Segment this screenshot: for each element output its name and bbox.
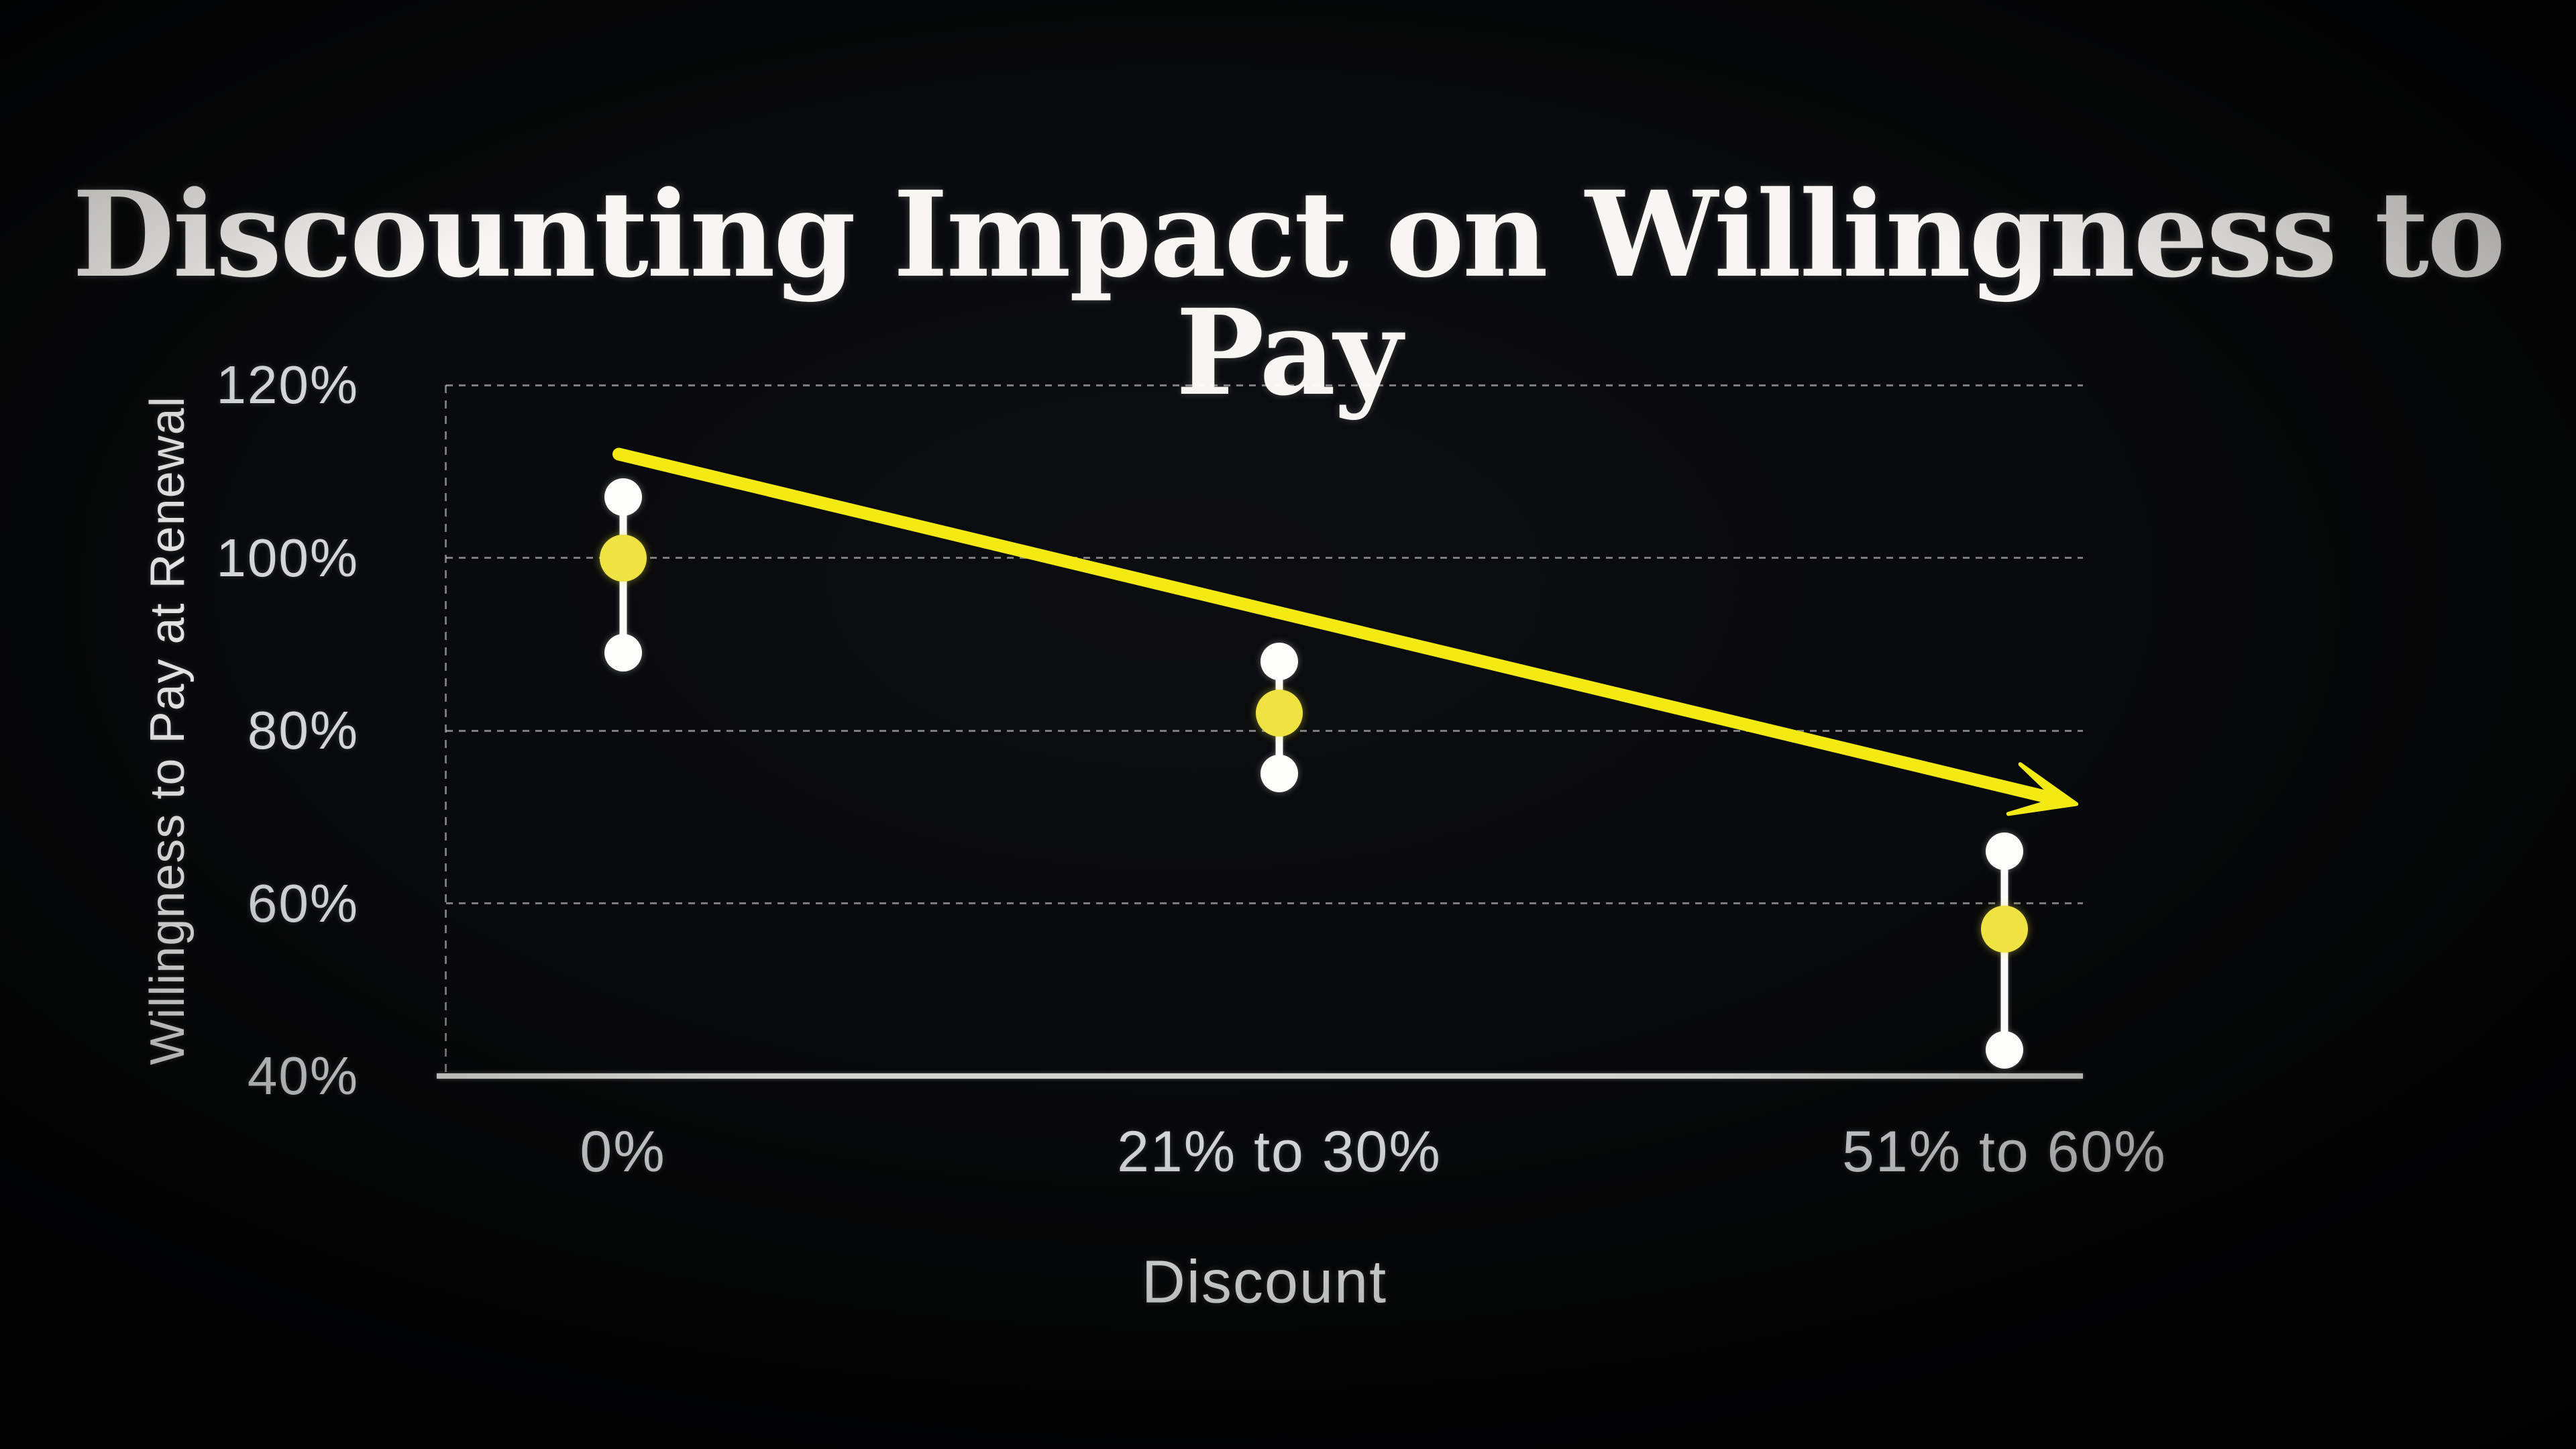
dot-high-0 xyxy=(604,478,642,517)
dot-median-1 xyxy=(1255,690,1303,737)
x-tick-label-0: 0% xyxy=(580,1120,666,1184)
y-tick-label-120%: 120% xyxy=(216,355,359,415)
plot-area: Willingness to Pay at Renewal Discount 1… xyxy=(141,355,2165,1316)
dot-high-2 xyxy=(1985,833,2023,871)
trend-arrow xyxy=(612,447,2079,816)
y-tick-label-40%: 40% xyxy=(247,1046,359,1106)
x-axis-title: Discount xyxy=(1141,1248,1388,1316)
y-axis-line xyxy=(445,385,447,1076)
dot-median-0 xyxy=(599,534,647,582)
x-tick-label-1: 21% to 30% xyxy=(1117,1120,1442,1184)
dot-median-2 xyxy=(1980,906,2028,953)
gridline-120% xyxy=(446,384,2083,386)
dot-low-2 xyxy=(1985,1031,2023,1069)
y-tick-label-100%: 100% xyxy=(216,527,359,588)
chart-title: Discounting Impact on Willingness to Pay xyxy=(72,165,2506,422)
dot-low-0 xyxy=(604,634,642,672)
dot-low-1 xyxy=(1260,755,1298,793)
gridline-100% xyxy=(446,557,2083,559)
trend-arrow-shaft xyxy=(612,447,2065,806)
y-tick-label-80%: 80% xyxy=(247,700,359,760)
dot-high-1 xyxy=(1260,643,1298,680)
y-tick-label-60%: 60% xyxy=(247,873,359,933)
x-axis-line xyxy=(437,1073,2083,1079)
gridline-60% xyxy=(446,902,2083,904)
x-tick-label-2: 51% to 60% xyxy=(1841,1120,2167,1184)
trend-arrow-head xyxy=(2006,762,2079,816)
